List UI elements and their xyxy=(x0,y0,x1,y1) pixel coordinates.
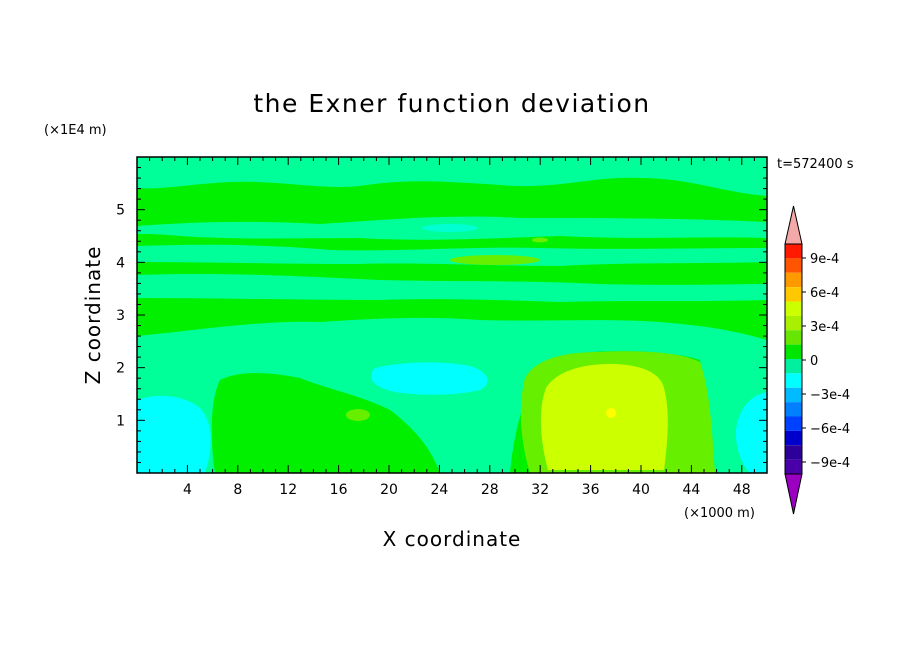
y-tick-label: 2 xyxy=(116,361,125,377)
field-mid-neg-band-2 xyxy=(137,244,767,266)
field-pos-peak xyxy=(606,408,616,418)
colorbar-label: 9e-4 xyxy=(810,252,839,267)
colorbar-label: −6e-4 xyxy=(810,422,850,437)
colorbar-segment xyxy=(785,258,802,273)
field-right-cyan xyxy=(735,392,767,473)
colorbar-segment xyxy=(785,387,802,403)
y-axis-title: Z coordinate xyxy=(81,246,105,385)
colorbar-segment xyxy=(785,344,802,359)
x-tick-label: 48 xyxy=(733,482,751,498)
colorbar-segment xyxy=(785,445,802,460)
colorbar-segment xyxy=(785,244,802,259)
x-tick-label: 44 xyxy=(682,482,700,498)
field-small-pos-3 xyxy=(532,237,548,243)
colorbar-segment xyxy=(785,430,802,446)
field-mid-cyan xyxy=(371,362,488,395)
y-tick-label: 4 xyxy=(116,255,125,271)
time-label: t=572400 s xyxy=(777,157,854,172)
x-tick-label: 20 xyxy=(380,482,398,498)
x-tick-label: 28 xyxy=(481,482,499,498)
colorbar-segment xyxy=(785,287,802,302)
colorbar-segment xyxy=(785,373,802,388)
colorbar-under-triangle xyxy=(784,473,803,515)
colorbar-segment xyxy=(785,416,802,431)
colorbar-segment xyxy=(785,402,802,417)
y-tick-label: 5 xyxy=(116,203,125,219)
field-left-cyan xyxy=(137,395,211,473)
colorbar-segment xyxy=(785,301,802,316)
colorbar-segment xyxy=(785,330,802,345)
colorbar-segment xyxy=(785,272,802,288)
colorbar-label: −9e-4 xyxy=(810,456,850,471)
colorbar-frame xyxy=(784,243,803,475)
colorbar: 9e-4 6e-4 3e-4 0 −3e-4 −6e-4 −9e-4 xyxy=(784,205,850,515)
colorbar-segment xyxy=(785,315,802,331)
x-tick-label: 24 xyxy=(430,482,448,498)
x-axis: 4 8 12 16 20 24 28 32 36 40 44 48 xyxy=(149,157,755,498)
colorbar-segment xyxy=(785,359,802,374)
x-tick-label: 12 xyxy=(279,482,297,498)
y-unit-label: (×1E4 m) xyxy=(44,123,107,138)
colorbar-label: −3e-4 xyxy=(810,388,850,403)
x-tick-label: 4 xyxy=(183,482,192,498)
x-axis-title: X coordinate xyxy=(383,527,522,551)
colorbar-label: 0 xyxy=(810,354,818,369)
x-tick-label: 36 xyxy=(582,482,600,498)
field-small-pos-2 xyxy=(450,255,540,265)
colorbar-label: 6e-4 xyxy=(810,286,839,301)
field-small-pos-1 xyxy=(346,409,370,421)
x-tick-label: 40 xyxy=(632,482,650,498)
field-lower-neg-region xyxy=(137,317,767,473)
colorbar-segment xyxy=(785,459,802,474)
field-top-neg-band xyxy=(137,157,767,196)
x-unit-label: (×1000 m) xyxy=(684,506,755,521)
contour-field xyxy=(137,157,767,473)
field-pos-moderate xyxy=(540,364,668,470)
colorbar-over-triangle xyxy=(784,205,803,245)
chart-title: the Exner function deviation xyxy=(253,89,650,118)
field-mid-neg-band-3 xyxy=(137,273,767,302)
x-tick-label: 8 xyxy=(233,482,242,498)
y-tick-label: 1 xyxy=(116,413,125,429)
x-tick-label: 16 xyxy=(330,482,348,498)
colorbar-label: 3e-4 xyxy=(810,320,839,335)
field-small-neg-1 xyxy=(422,224,478,232)
x-tick-label: 32 xyxy=(531,482,549,498)
y-tick-label: 3 xyxy=(116,308,125,324)
y-axis: 1 2 3 4 5 xyxy=(116,167,767,463)
